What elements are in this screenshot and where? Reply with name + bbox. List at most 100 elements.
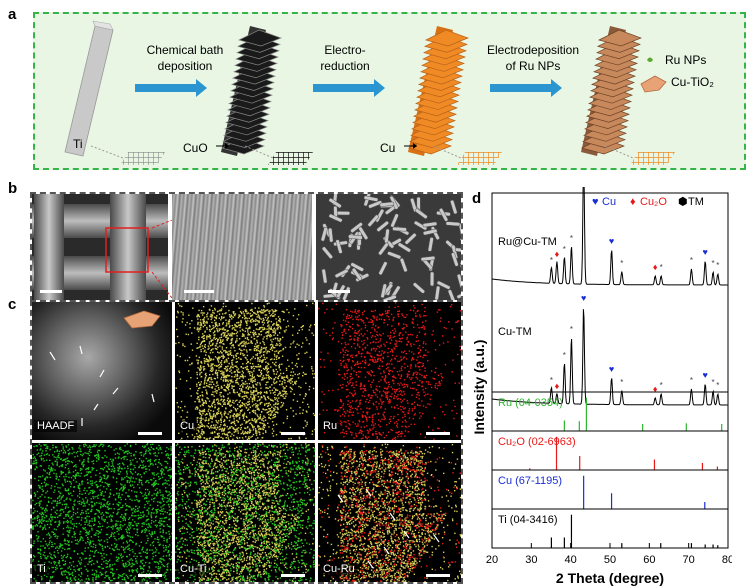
eds-dot	[374, 309, 377, 312]
eds-dot	[155, 510, 158, 512]
eds-dot	[40, 465, 42, 467]
eds-dot	[155, 482, 158, 485]
eds-dot	[372, 424, 375, 426]
eds-dot	[64, 458, 66, 461]
eds-dot	[258, 328, 261, 331]
eds-dot	[267, 321, 269, 323]
eds-dot	[252, 384, 254, 386]
eds-dot	[148, 465, 150, 467]
eds-dot	[117, 527, 119, 529]
eds-dot	[413, 387, 415, 390]
eds-dot	[293, 382, 296, 384]
eds-dot	[306, 411, 308, 413]
eds-dot	[225, 319, 227, 321]
eds-dot	[450, 304, 453, 306]
eds-dot	[40, 454, 43, 457]
eds-dot	[405, 323, 407, 326]
eds-dot	[387, 400, 390, 403]
eds-dot	[444, 363, 447, 366]
eds-dot	[111, 460, 113, 462]
eds-dot	[375, 338, 377, 340]
eds-dot	[66, 457, 69, 459]
eds-dot	[154, 454, 156, 457]
eds-dot	[222, 430, 225, 432]
eds-dot	[196, 328, 199, 331]
eds-dot	[229, 315, 231, 318]
eds-dot	[370, 318, 372, 321]
eds-dot	[128, 481, 131, 484]
eds-dot	[121, 479, 123, 481]
eds-dot	[223, 334, 226, 336]
eds-dot	[67, 521, 70, 523]
eds-dot	[194, 408, 197, 410]
eds-dot	[307, 403, 309, 406]
eds-dot	[90, 561, 92, 563]
eds-dot	[113, 535, 115, 538]
eds-dot	[259, 342, 261, 344]
eds-dot	[278, 393, 280, 395]
eds-dot	[342, 356, 345, 359]
eds-dot	[266, 370, 268, 372]
eds-dot	[228, 326, 231, 328]
eds-dot	[220, 419, 222, 421]
eds-dot	[177, 303, 180, 305]
eds-dot	[139, 479, 142, 482]
eds-dot	[97, 576, 99, 578]
eds-dot	[198, 400, 200, 403]
eds-dot	[266, 372, 269, 374]
eds-dot	[266, 408, 268, 411]
eds-dot	[118, 529, 120, 531]
eds-dot	[234, 374, 237, 376]
eds-dot	[211, 404, 213, 406]
eds-dot	[253, 367, 255, 370]
eds-dot	[46, 445, 49, 448]
eds-dot	[271, 411, 273, 414]
eds-dot	[273, 410, 275, 412]
eds-dot	[393, 388, 396, 391]
eds-dot	[141, 549, 143, 551]
eds-dot	[357, 339, 359, 342]
eds-dot	[66, 577, 68, 579]
eds-dot	[263, 342, 265, 344]
eds-dot	[232, 312, 235, 315]
eds-dot	[413, 423, 416, 425]
eds-dot	[227, 375, 230, 377]
eds-dot	[359, 318, 361, 321]
eds-dot	[220, 378, 222, 380]
eds-dot	[396, 426, 399, 428]
eds-dot	[415, 373, 418, 376]
eds-dot	[403, 316, 405, 318]
eds-dot	[285, 329, 287, 331]
eds-dot	[61, 483, 64, 485]
eds-dot	[347, 403, 349, 406]
eds-dot	[206, 397, 208, 399]
eds-dot	[203, 368, 206, 370]
ru-np-icon	[647, 57, 653, 62]
sem-flake	[367, 214, 379, 227]
eds-dot	[274, 391, 276, 393]
eds-dot	[239, 358, 242, 360]
eds-dot	[362, 421, 364, 423]
eds-dot	[263, 420, 265, 422]
eds-dot	[128, 569, 131, 571]
eds-dot	[255, 419, 257, 422]
eds-dot	[69, 562, 71, 564]
eds-dot	[203, 368, 205, 370]
eds-dot	[163, 517, 166, 519]
eds-dot	[150, 522, 153, 524]
eds-dot	[412, 318, 414, 321]
eds-dot	[366, 330, 368, 332]
eds-dot	[407, 431, 409, 433]
eds-dot	[306, 421, 308, 423]
eds-dot	[119, 574, 121, 577]
eds-dot	[229, 431, 231, 434]
eds-dot	[351, 407, 354, 410]
eds-dot	[132, 477, 134, 479]
eds-dot	[209, 315, 212, 318]
eds-dot	[421, 303, 423, 306]
eds-dot	[226, 387, 229, 389]
eds-dot	[349, 391, 351, 394]
eds-dot	[231, 387, 233, 389]
eds-dot	[126, 453, 129, 455]
eds-dot	[250, 341, 252, 344]
